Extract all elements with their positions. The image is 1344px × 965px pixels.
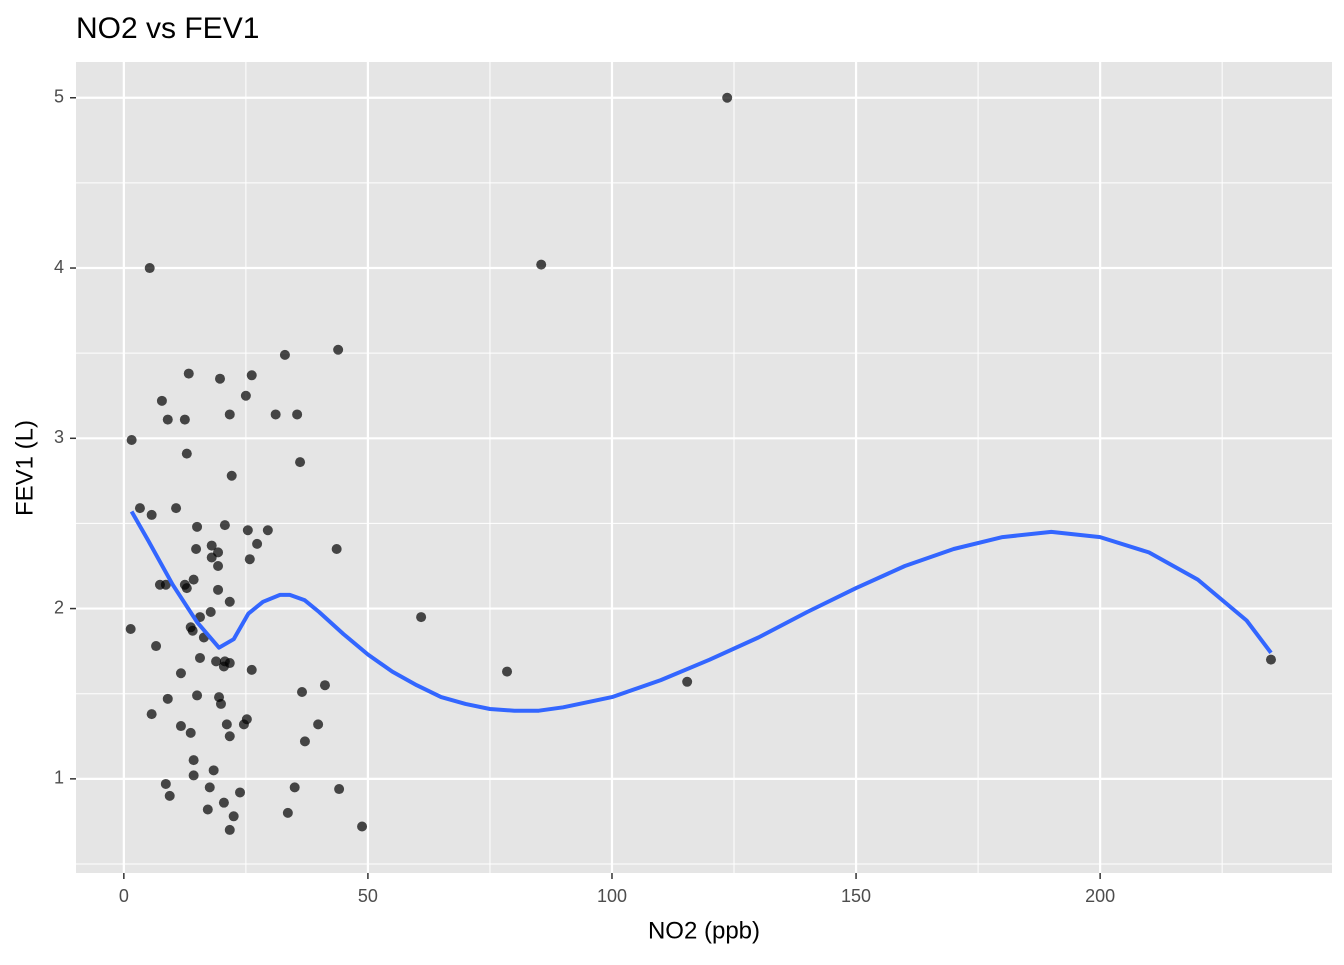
plot-panel	[76, 62, 1332, 873]
point	[244, 554, 255, 565]
point	[146, 509, 157, 520]
point	[218, 797, 229, 808]
point	[192, 521, 203, 532]
point	[224, 409, 235, 420]
point	[279, 349, 290, 360]
point	[164, 790, 175, 801]
point	[319, 680, 330, 691]
point	[299, 736, 310, 747]
chart-title: NO2 vs FEV1	[76, 12, 259, 45]
point	[536, 259, 547, 270]
x-tick-label: 100	[597, 886, 627, 906]
point	[221, 719, 232, 730]
point	[722, 92, 733, 103]
point	[270, 409, 281, 420]
point	[188, 574, 199, 585]
point	[242, 525, 253, 536]
point	[289, 782, 300, 793]
point	[292, 409, 303, 420]
point	[171, 503, 182, 514]
point	[241, 714, 252, 725]
x-tick-label: 150	[841, 886, 871, 906]
point	[188, 770, 199, 781]
point	[215, 698, 226, 709]
y-tick-label: 4	[54, 257, 64, 277]
point	[134, 503, 145, 514]
point	[416, 612, 427, 623]
point	[162, 693, 173, 704]
point	[282, 807, 293, 818]
point	[1265, 654, 1276, 665]
point	[151, 641, 162, 652]
point	[160, 579, 171, 590]
point	[502, 666, 513, 677]
point	[156, 395, 167, 406]
point	[160, 778, 171, 789]
point	[205, 606, 216, 617]
point	[295, 457, 306, 468]
smooth-line	[129, 510, 1273, 713]
point	[144, 263, 155, 274]
point	[224, 596, 235, 607]
point	[331, 543, 342, 554]
point	[211, 656, 222, 667]
point	[297, 687, 308, 698]
point	[206, 540, 217, 551]
point	[179, 414, 190, 425]
point	[206, 552, 217, 563]
point	[183, 368, 194, 379]
point	[194, 652, 205, 663]
point	[313, 719, 324, 730]
point	[125, 624, 136, 635]
point	[240, 390, 251, 401]
point	[213, 561, 224, 572]
point	[213, 584, 224, 595]
x-tick-label: 200	[1085, 886, 1115, 906]
point	[191, 543, 202, 554]
point	[185, 727, 196, 738]
point	[246, 370, 257, 381]
point	[187, 625, 198, 636]
point	[175, 668, 186, 679]
point	[357, 821, 368, 832]
point	[333, 344, 344, 355]
point	[224, 824, 235, 835]
point	[126, 435, 137, 446]
point	[146, 709, 157, 720]
point	[204, 782, 215, 793]
point	[218, 661, 229, 672]
y-axis-label: FEV1 (L)	[11, 420, 38, 516]
point	[228, 811, 239, 822]
point	[202, 804, 213, 815]
point	[682, 676, 693, 687]
x-axis-label: NO2 (ppb)	[648, 917, 760, 944]
y-tick-label: 2	[54, 597, 64, 617]
y-tick-label: 3	[54, 427, 64, 447]
point	[192, 690, 203, 701]
point	[215, 373, 226, 384]
point	[226, 470, 237, 481]
y-tick-label: 5	[54, 87, 64, 107]
x-tick-label: 0	[119, 886, 129, 906]
x-tick-label: 50	[358, 886, 378, 906]
point	[252, 538, 263, 549]
y-tick-label: 1	[54, 768, 64, 788]
point	[181, 448, 192, 459]
point	[162, 414, 173, 425]
point	[262, 525, 273, 536]
point	[334, 784, 345, 795]
point	[175, 721, 186, 732]
point	[246, 664, 257, 675]
point	[188, 755, 199, 766]
point	[224, 731, 235, 742]
point	[235, 787, 246, 798]
point	[219, 520, 230, 531]
point	[181, 583, 192, 594]
point	[208, 765, 219, 776]
